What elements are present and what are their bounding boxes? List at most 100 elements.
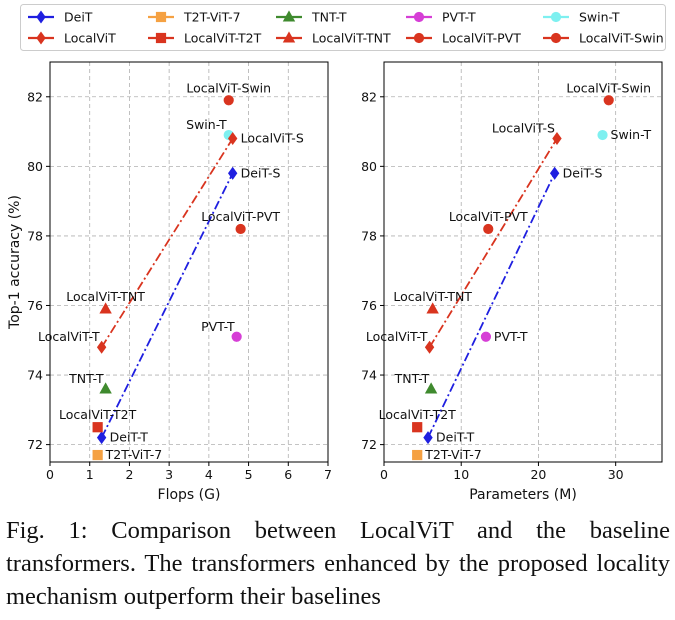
x-tick-label: 1 xyxy=(86,467,94,482)
point-label-pvt-t: PVT-T xyxy=(494,329,528,344)
y-tick-label: 78 xyxy=(361,228,377,243)
legend-item-tnt-t: TNT-T xyxy=(276,10,347,25)
point-label-localvit-t2t: LocalViT-T2T xyxy=(59,407,137,422)
legend-label: LocalViT-T2T xyxy=(184,31,262,46)
legend-item-localvit-tnt: LocalViT-TNT xyxy=(276,31,391,46)
point-localvit-t xyxy=(424,340,435,354)
point-label-localvit-tnt: LocalViT-TNT xyxy=(66,289,145,304)
point-localvit-t2t xyxy=(92,422,103,433)
point-deit-s xyxy=(549,166,560,180)
legend-label: LocalViT-Swin xyxy=(579,31,664,46)
legend-label: T2T-ViT-7 xyxy=(183,10,241,25)
figure: DeiT T2T-ViT-7 TNT-T PVT-T Swin-T LocalViT Loc… xyxy=(7,4,666,503)
point-label-tnt-t: TNT-T xyxy=(68,371,104,386)
point-label-localvit-t: LocalViT-T xyxy=(38,329,100,344)
trend-line-localvit xyxy=(428,138,558,348)
x-tick-label: 5 xyxy=(245,467,253,482)
y-axis-label: Top-1 accuracy (%) xyxy=(7,195,23,330)
legend-item-swin-t: Swin-T xyxy=(543,10,620,25)
legend-marker xyxy=(155,32,167,44)
y-tick-label: 78 xyxy=(27,228,43,243)
point-localvit-tnt xyxy=(426,302,439,314)
x-tick-label: 7 xyxy=(324,467,332,482)
point-label-pvt-t: PVT-T xyxy=(201,319,235,334)
legend-marker xyxy=(550,11,562,23)
point-label-swin-t: Swin-T xyxy=(186,117,227,132)
point-label-t2t-vit-7: T2T-ViT-7 xyxy=(105,447,163,462)
point-label-deit-s: DeiT-S xyxy=(241,165,281,180)
legend-label: DeiT xyxy=(64,10,93,25)
plot-frame xyxy=(383,61,663,463)
trend-line-deit xyxy=(100,172,234,439)
point-localvit-pvt xyxy=(483,223,494,235)
x-tick-label: 10 xyxy=(453,467,469,482)
legend-marker xyxy=(155,11,167,23)
point-deit-t xyxy=(96,431,107,445)
x-tick-label: 30 xyxy=(608,467,624,482)
point-swin-t xyxy=(597,129,608,141)
legend-label: PVT-T xyxy=(442,10,476,25)
legend-label: LocalViT xyxy=(64,31,116,46)
x-tick-label: 2 xyxy=(125,467,133,482)
params-chart: 0 10 20 30 72 74 76 78 80 82 Parameters (M) DeiT-T D… xyxy=(361,61,663,503)
point-label-localvit-pvt: LocalViT-PVT xyxy=(201,209,280,224)
point-label-t2t-vit-7: T2T-ViT-7 xyxy=(424,447,482,462)
y-tick-label: 80 xyxy=(361,159,377,174)
point-tnt-t xyxy=(99,382,112,394)
y-tick-label: 82 xyxy=(361,89,377,104)
y-tick-label: 72 xyxy=(361,437,377,452)
y-tick-label: 74 xyxy=(27,368,43,383)
legend-marker xyxy=(282,31,296,43)
legend-marker xyxy=(36,31,46,45)
point-localvit-s xyxy=(552,132,562,146)
figure-caption: Fig. 1: Comparison between LocalViT and … xyxy=(6,517,670,610)
legend-marker xyxy=(413,32,425,44)
legend-label: LocalViT-PVT xyxy=(442,31,521,46)
point-localvit-t xyxy=(96,340,107,354)
y-tick-label: 72 xyxy=(27,437,43,452)
x-tick-label: 4 xyxy=(205,467,213,482)
point-label-deit-t: DeiT-T xyxy=(436,430,475,445)
y-tick-label: 76 xyxy=(361,298,377,313)
point-localvit-swin xyxy=(603,95,614,106)
x-tick-label: 3 xyxy=(165,467,173,482)
point-localvit-pvt xyxy=(235,223,246,235)
point-pvt-t xyxy=(480,331,492,342)
point-label-localvit-tnt: LocalViT-TNT xyxy=(393,289,472,304)
point-label-localvit-t2t: LocalViT-T2T xyxy=(379,407,457,422)
legend-label: Swin-T xyxy=(579,10,620,25)
point-localvit-swin xyxy=(223,95,234,106)
x-tick-label: 0 xyxy=(46,467,54,482)
point-label-localvit-t: LocalViT-T xyxy=(366,329,428,344)
point-label-localvit-swin: LocalViT-Swin xyxy=(186,80,271,95)
plot-frame xyxy=(49,61,329,463)
y-tick-label: 74 xyxy=(361,368,377,383)
flops-chart: 0 1 2 3 4 5 6 7 72 74 76 78 80 82 Flops (G) Top-1 accur… xyxy=(7,61,332,503)
point-label-localvit-pvt: LocalViT-PVT xyxy=(449,209,528,224)
legend-label: LocalViT-TNT xyxy=(312,31,391,46)
legend-marker xyxy=(550,32,562,44)
legend-item-localvit-swin: LocalViT-Swin xyxy=(543,31,664,46)
x-tick-label: 20 xyxy=(530,467,546,482)
legend: DeiT T2T-ViT-7 TNT-T PVT-T Swin-T LocalViT Loc… xyxy=(20,4,666,51)
legend-item-localvit: LocalViT xyxy=(28,31,116,46)
point-pvt-t xyxy=(231,331,242,342)
point-localvit-s xyxy=(227,132,238,146)
point-label-localvit-s: LocalViT-S xyxy=(241,131,304,146)
trend-line-deit xyxy=(427,172,556,439)
point-localvit-tnt xyxy=(99,302,112,314)
point-t2t-vit-7 xyxy=(92,449,103,461)
x-axis-label: Parameters (M) xyxy=(469,487,577,503)
x-tick-label: 0 xyxy=(380,467,388,482)
trend-line-localvit xyxy=(100,138,234,348)
y-tick-label: 76 xyxy=(27,298,43,313)
y-tick-label: 82 xyxy=(27,89,43,104)
legend-item-t2t-vit-7: T2T-ViT-7 xyxy=(148,10,241,25)
point-localvit-t2t xyxy=(412,422,423,433)
legend-marker xyxy=(36,10,46,24)
x-axis-label: Flops (G) xyxy=(158,487,221,503)
y-tick-label: 80 xyxy=(27,159,43,174)
legend-marker xyxy=(413,11,425,23)
point-label-swin-t: Swin-T xyxy=(611,127,652,142)
point-t2t-vit-7 xyxy=(412,449,423,461)
